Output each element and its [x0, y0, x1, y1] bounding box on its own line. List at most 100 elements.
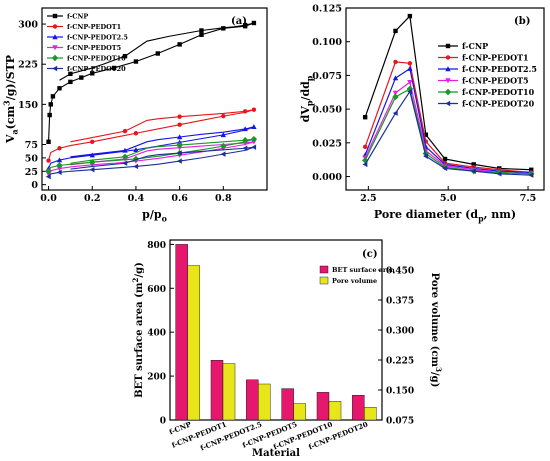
data-point: [68, 79, 73, 85]
data-point: [496, 171, 502, 177]
text-part: /dd: [299, 81, 312, 101]
data-point: [56, 162, 63, 169]
text-part: dV: [299, 106, 312, 123]
data-point: [471, 168, 476, 174]
data-point: [90, 71, 95, 76]
bar-pore-volume: [222, 363, 236, 421]
data-point: [122, 160, 128, 166]
legend-label: f-CNP-PEDOT10: [462, 87, 535, 97]
y-tick-label: 800: [147, 241, 166, 251]
data-point: [121, 153, 129, 161]
data-point: [176, 141, 183, 149]
data-point: [251, 144, 257, 150]
series-line: [364, 14, 532, 171]
data-point: [132, 155, 140, 163]
y2-tick-label: 0.450: [386, 267, 414, 277]
bar-bet-surface-area: [175, 244, 188, 421]
subscript: o: [162, 214, 167, 223]
y2-tick-label: 0.150: [386, 387, 414, 397]
plot-frame: [345, 7, 545, 191]
legend-label: f-CNP-PEDOT20: [462, 99, 535, 109]
data-point: [56, 157, 63, 163]
data-point: [199, 28, 204, 33]
data-point: [242, 109, 248, 114]
data-point: [220, 142, 227, 150]
data-point: [242, 22, 248, 28]
y-tick-label: 400: [147, 329, 166, 339]
y-tick-label: 0.050: [312, 105, 342, 116]
legend-marker: [52, 34, 58, 40]
data-point: [122, 53, 128, 59]
data-point: [407, 61, 413, 66]
panel-label: (c): [362, 249, 378, 260]
legend-label: f-CNP-PEDOT2.5: [462, 64, 537, 74]
data-point: [392, 93, 399, 101]
data-point: [471, 162, 476, 167]
data-point: [177, 42, 182, 47]
data-point: [176, 150, 182, 156]
y-tick-label: 0: [31, 180, 38, 191]
data-point: [407, 65, 413, 71]
subscript: p: [305, 100, 314, 106]
series-line: [48, 126, 255, 169]
x-axis-label: Material: [252, 448, 300, 459]
y-axis-label: BET surface area (m2​/g): [131, 262, 145, 398]
y-tick-label: 50: [25, 153, 39, 164]
legend-marker: [445, 55, 451, 60]
x-tick-label: 0.2: [84, 193, 101, 204]
legend-label: f-CNP-PEDOT2.5: [67, 34, 128, 42]
legend-label: f-CNP-PEDOT5: [462, 76, 529, 86]
data-point: [221, 113, 226, 119]
legend-label: f-CNP: [462, 41, 488, 51]
data-point: [251, 107, 257, 112]
data-point: [251, 124, 257, 130]
legend-marker: [444, 88, 452, 96]
data-point: [122, 128, 128, 134]
data-point: [393, 28, 398, 34]
data-point: [242, 145, 248, 151]
data-point: [177, 114, 182, 119]
data-point: [79, 75, 84, 80]
data-point: [362, 144, 368, 150]
panel-label: (a): [231, 16, 247, 27]
legend-label: f-CNP-PEDOT5: [67, 44, 122, 52]
x-tick-label: 2.5: [360, 193, 377, 204]
data-point: [57, 86, 62, 91]
data-point: [68, 71, 73, 77]
text-part: /g): [134, 262, 145, 277]
y-tick-label: 200: [147, 373, 166, 383]
data-point: [528, 172, 534, 178]
text-part: p/p: [142, 208, 162, 221]
y-tick-label: 75: [25, 140, 38, 151]
y-tick-label: 0.100: [312, 37, 342, 48]
plot-frame: [41, 7, 268, 191]
legend-swatch: [319, 276, 329, 285]
bar-bet-surface-area: [210, 360, 224, 421]
text-part: /g): [429, 372, 440, 387]
x-tick-label: 0.8: [215, 193, 232, 204]
legend-marker: [52, 65, 58, 72]
legend-marker: [445, 100, 451, 107]
text-part: Pore volume (cm: [429, 273, 440, 368]
legend-label: f-CNP-PEDOT1: [462, 53, 529, 63]
data-point: [442, 165, 448, 172]
x-axis-label: p/po​: [142, 208, 167, 223]
legend-label: f-CNP: [67, 13, 88, 21]
x-tick-label: 7.5: [520, 193, 537, 204]
data-point: [176, 158, 182, 164]
data-point: [90, 139, 95, 145]
y-tick-label: 600: [147, 285, 166, 295]
y2-tick-label: 0.375: [386, 297, 414, 307]
superscript: 3: [434, 367, 443, 372]
data-point: [56, 166, 63, 172]
data-point: [251, 20, 257, 26]
y2-tick-label: 0.075: [386, 417, 414, 427]
bar-pore-volume: [187, 265, 200, 421]
data-point: [241, 137, 249, 144]
y-tick-label: 0.125: [312, 4, 342, 15]
data-point: [177, 122, 182, 127]
data-point: [122, 147, 128, 153]
data-point: [133, 147, 139, 153]
data-point: [250, 135, 258, 143]
data-point: [220, 132, 227, 138]
